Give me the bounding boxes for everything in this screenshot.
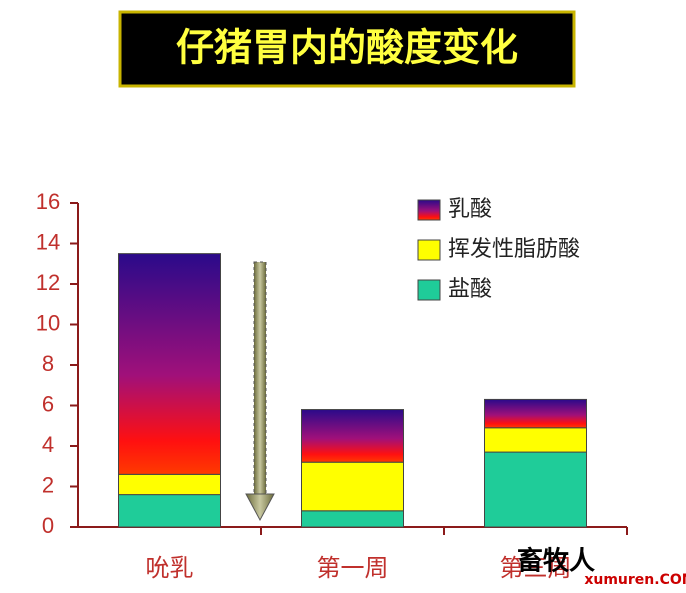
bar-segment xyxy=(301,510,404,528)
bar-segment xyxy=(484,398,587,429)
decor-arrow xyxy=(245,261,275,522)
bar-segment xyxy=(484,427,587,453)
x-tick-label: 第一周 xyxy=(317,554,389,582)
y-tick-label: 4 xyxy=(42,432,54,457)
y-tick-label: 10 xyxy=(36,310,60,335)
x-tick-label: 第三周 xyxy=(500,554,572,582)
legend-label: 乳酸 xyxy=(448,197,492,222)
legend-label: 盐酸 xyxy=(448,277,492,302)
y-tick-label: 2 xyxy=(42,472,54,497)
y-tick-label: 12 xyxy=(36,270,60,295)
chart-title: 仔猪胃内的酸度变化 xyxy=(176,26,518,70)
bar-segment xyxy=(301,461,404,512)
watermark: 畜牧人 xyxy=(517,546,595,577)
legend-label: 挥发性脂肪酸 xyxy=(448,237,580,262)
y-tick-label: 8 xyxy=(42,351,54,376)
x-tick-label: 吮乳 xyxy=(146,554,194,582)
legend-swatch xyxy=(417,239,441,261)
watermark: xumuren.COM xyxy=(584,572,686,588)
legend-swatch xyxy=(417,279,441,301)
y-tick-label: 16 xyxy=(36,189,60,214)
title-box xyxy=(118,10,576,88)
y-tick-label: 0 xyxy=(42,513,54,538)
bar-segment xyxy=(118,473,221,496)
bar-segment xyxy=(301,409,404,463)
y-tick-label: 6 xyxy=(42,391,54,416)
bar-segment xyxy=(484,451,587,528)
legend-swatch xyxy=(417,199,441,221)
y-tick-label: 14 xyxy=(36,229,60,254)
bar-segment xyxy=(118,494,221,528)
bar-segment xyxy=(118,253,221,475)
